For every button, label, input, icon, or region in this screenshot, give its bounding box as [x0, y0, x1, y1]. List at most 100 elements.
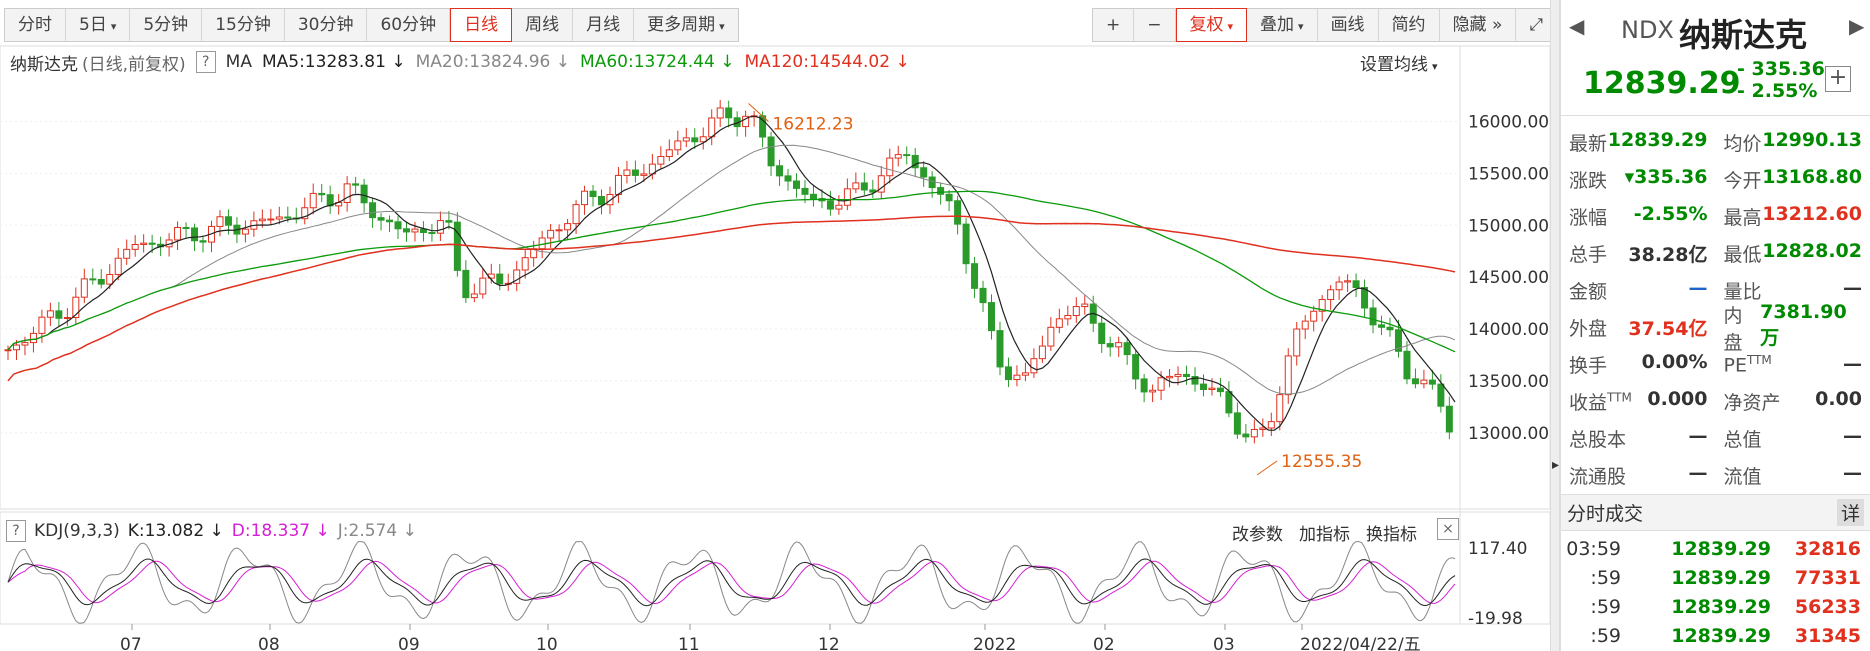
arrow-down-icon: ↓ — [895, 52, 910, 72]
period-tab-4[interactable]: 30分钟 — [285, 9, 368, 41]
set-ma-button[interactable]: 设置均线 ▾ — [1360, 55, 1438, 75]
period-tab-5[interactable]: 60分钟 — [367, 9, 451, 41]
quote-label: PETTM — [1723, 352, 1772, 377]
quote-row: 换手 0.00% PETTM — — [1561, 346, 1870, 383]
candle-body — [1445, 405, 1453, 433]
candle-body — [911, 154, 919, 169]
candle-body — [1157, 377, 1165, 391]
candle-body — [462, 269, 470, 299]
quote-value: — — [1688, 425, 1708, 447]
ma-label[interactable]: MA — [225, 52, 252, 72]
quote-label: 最低 — [1723, 244, 1762, 266]
ticks-list[interactable]: 03:59 12839.29 32816:59 12839.29 77331:59 128… — [1561, 531, 1870, 651]
candle-body — [80, 278, 88, 298]
quote-row: 涨幅 -2.55% 最高 13212.60 — [1561, 198, 1870, 235]
price-tick: 15500.00 — [1468, 164, 1549, 184]
add-watchlist-button[interactable]: + — [1825, 66, 1851, 92]
panel-splitter[interactable]: ▸ — [1550, 0, 1560, 651]
quote-stats: 最新 12839.29 均价 12990.13 涨跌 ▾335.36 今开 13168.80 涨… — [1561, 116, 1870, 495]
fullscreen-icon[interactable]: ⤢ — [1529, 15, 1543, 35]
candle-body — [784, 175, 792, 182]
quote-cell: 均价 12990.13 — [1716, 129, 1870, 156]
quote-cell: 最低 12828.02 — [1716, 240, 1870, 267]
chart-mode: (日线,前复权) — [82, 54, 186, 75]
candle-body — [767, 136, 775, 167]
quote-row: 外盘 37.54亿 内盘 7381.90万 — [1561, 301, 1870, 354]
collapse-right-icon[interactable]: ▸ — [1552, 457, 1560, 473]
period-tab-9[interactable]: 更多周期 ▾ — [647, 15, 725, 35]
candle-body — [597, 196, 605, 206]
kdj-button-0[interactable]: 改参数 — [1232, 525, 1283, 545]
period-tab-0[interactable]: 分时 — [5, 9, 66, 41]
candle-body — [886, 157, 894, 177]
candle-body — [106, 273, 114, 285]
quote-row: 收益TTM 0.000 净资产 0.00 — [1561, 383, 1870, 420]
price-tick: 14000.00 — [1468, 320, 1549, 340]
tick-row: :59 12839.29 56233 — [1561, 592, 1870, 621]
period-tab-7[interactable]: 周线 — [512, 9, 574, 41]
candle-body — [793, 180, 801, 189]
candle-body — [419, 228, 427, 233]
ticks-detail-button[interactable]: 详 — [1836, 499, 1864, 526]
candle-body — [1013, 374, 1021, 381]
tool-button-0[interactable]: + — [1093, 9, 1135, 41]
next-stock-icon[interactable]: ▶ — [1849, 14, 1865, 38]
candle-body — [1233, 412, 1241, 435]
tool-button-3[interactable]: 叠加 ▾ — [1247, 9, 1318, 41]
kdj-axis-top: 117.40 — [1468, 539, 1527, 559]
candle-body — [572, 204, 580, 225]
candle-body — [674, 140, 682, 151]
tool-button-1[interactable]: − — [1134, 9, 1176, 41]
candle-body — [174, 226, 182, 241]
kdj-button-1[interactable]: 加指标 — [1299, 525, 1350, 545]
candle-body — [826, 200, 834, 210]
period-tab-3[interactable]: 15分钟 — [202, 9, 285, 41]
quote-cell: 流通股 — — [1561, 462, 1716, 489]
help-icon[interactable]: ? — [6, 520, 26, 542]
quote-value: 12990.13 — [1762, 129, 1862, 151]
tick-row: :59 12839.29 31345 — [1561, 621, 1870, 650]
period-tab-6[interactable]: 日线 — [450, 8, 513, 42]
prev-stock-icon[interactable]: ◀ — [1569, 14, 1585, 38]
quote-cell: 内盘 7381.90万 — [1716, 301, 1870, 355]
quote-value: — — [1843, 277, 1862, 299]
period-tab-8[interactable]: 月线 — [573, 9, 635, 41]
candle-body — [623, 169, 631, 176]
ma20-line — [7, 144, 1456, 395]
candle-body — [1386, 326, 1394, 331]
tool-button-6[interactable]: 隐藏 » — [1440, 9, 1517, 41]
kdj-button-2[interactable]: 换指标 — [1366, 525, 1417, 545]
kline-chart[interactable]: 16000.00 15500.00 15000.00 14500.00 14000.00… — [0, 0, 1556, 651]
quote-label: 内盘 — [1723, 304, 1743, 354]
caret-down-icon: ▾ — [1432, 60, 1438, 73]
tick-price: 12839.29 — [1671, 595, 1771, 618]
candle-body — [258, 218, 266, 222]
candle-body — [860, 182, 868, 191]
candle-body — [89, 278, 97, 281]
candle-body — [428, 231, 436, 234]
stock-name: 纳斯达克 — [1679, 16, 1808, 54]
price-change: - 335.36 — [1737, 58, 1825, 80]
candle-body — [182, 226, 190, 229]
kdj-legend: ? KDJ(9,3,3) K:13.082 ↓ D:18.337 ↓ J:2.5… — [6, 520, 417, 542]
quote-cell: 外盘 37.54亿 — [1561, 314, 1716, 341]
candle-body — [1132, 354, 1140, 380]
quote-label: 均价 — [1723, 133, 1762, 155]
kdj-label[interactable]: KDJ(9,3,3) — [34, 521, 120, 541]
quote-cell: 最高 13212.60 — [1716, 203, 1870, 230]
close-icon[interactable]: × — [1437, 518, 1459, 540]
quote-cell: 金额 — — [1561, 277, 1716, 304]
candle-body — [614, 174, 622, 195]
candle-body — [682, 137, 690, 142]
tool-button-4[interactable]: 画线 — [1318, 9, 1379, 41]
ma20-value: MA20:13824.96 ↓ — [415, 52, 571, 72]
chart-area[interactable]: 16000.00 15500.00 15000.00 14500.00 14000.00… — [0, 0, 1556, 651]
tool-button-5[interactable]: 简约 — [1379, 9, 1440, 41]
candle-body — [1335, 281, 1343, 291]
tool-button-2[interactable]: 复权 ▾ — [1175, 8, 1248, 42]
period-tab-1[interactable]: 5日 ▾ — [66, 9, 131, 41]
help-icon[interactable]: ? — [195, 51, 216, 73]
quote-label: 净资产 — [1723, 392, 1781, 414]
period-tab-2[interactable]: 5分钟 — [130, 9, 203, 41]
candle-body — [436, 220, 444, 234]
